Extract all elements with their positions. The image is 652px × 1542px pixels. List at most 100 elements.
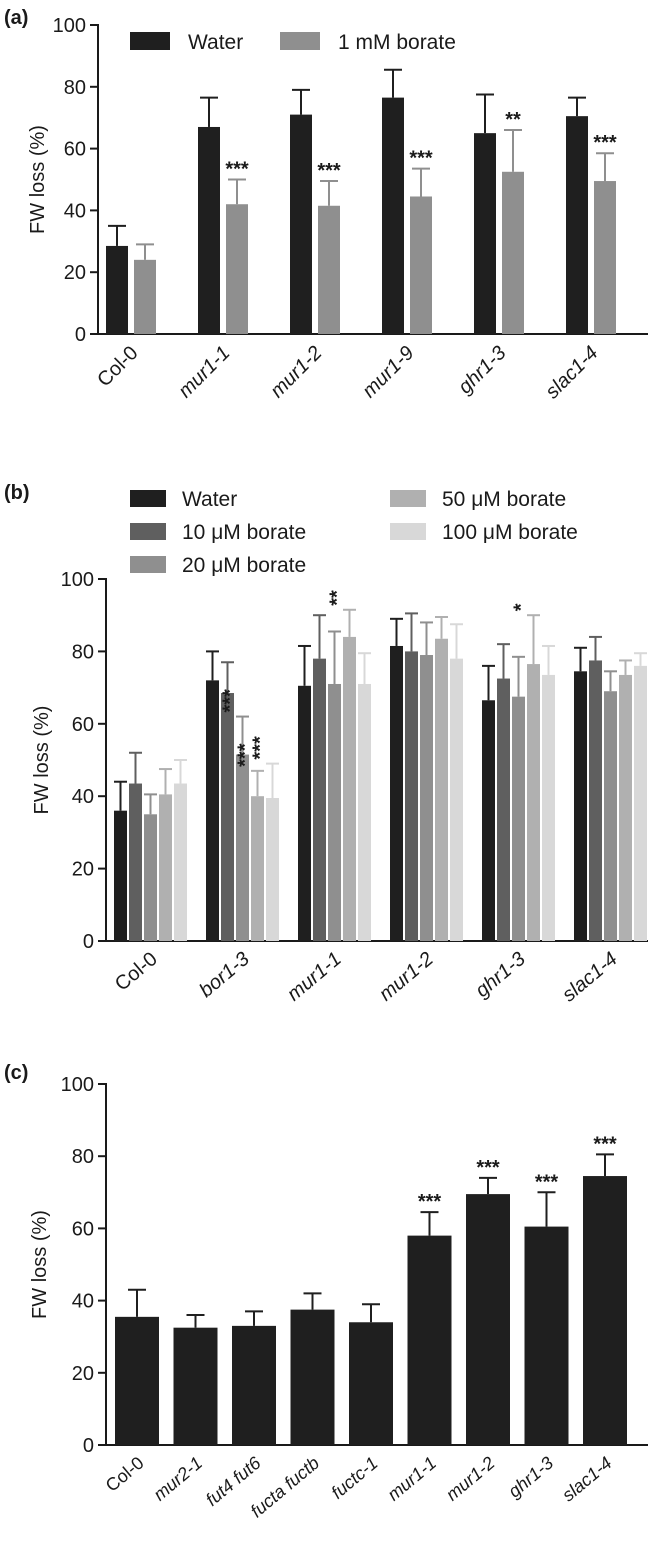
x-category-label: ghr1-3 [504, 1453, 557, 1502]
significance-marker: *** [235, 743, 257, 767]
bar [115, 1316, 159, 1445]
bar [502, 171, 524, 334]
bar [583, 1176, 627, 1445]
bar [604, 691, 617, 941]
significance-marker: * [511, 603, 533, 611]
y-tick-label: 60 [72, 1218, 94, 1240]
x-category-label: slac1-4 [541, 342, 602, 403]
x-category-label: mur1-2 [266, 342, 326, 402]
x-category-label: ghr1-3 [454, 342, 510, 398]
significance-marker: *** [476, 1157, 500, 1179]
bar [634, 665, 647, 941]
bar [358, 683, 371, 941]
y-tick-label: 20 [72, 859, 94, 881]
x-category-label: mur2-1 [150, 1453, 207, 1505]
bar [290, 114, 312, 334]
significance-marker: *** [593, 132, 617, 154]
y-tick-label: 0 [83, 1435, 94, 1457]
bar [405, 651, 418, 941]
legend-label: Water [182, 488, 237, 511]
bar [106, 245, 128, 334]
x-category-label: ghr1-3 [471, 948, 529, 1002]
bar [174, 783, 187, 941]
significance-marker: *** [225, 159, 249, 181]
bar [290, 1309, 335, 1445]
y-tick-label: 60 [72, 714, 94, 736]
bar [144, 814, 157, 941]
bar [232, 1325, 276, 1445]
x-category-label: slac1-4 [558, 1453, 615, 1506]
legend-label: 100 μM borate [442, 521, 578, 544]
x-category-label: bor1-3 [195, 948, 253, 1002]
bar [407, 1235, 452, 1445]
bar [236, 754, 249, 941]
bar [343, 636, 356, 941]
bar [566, 116, 588, 334]
chart-panel-b: (b)FW loss (%)020406080100Col-0*********… [4, 482, 648, 1006]
y-tick-label: 40 [72, 786, 94, 808]
significance-marker: *** [593, 1133, 617, 1155]
legend-swatch [280, 32, 320, 50]
legend-swatch [130, 490, 166, 507]
bar [527, 664, 540, 941]
bar [524, 1226, 569, 1445]
legend-swatch [130, 556, 166, 573]
x-category-label: mur1-1 [283, 948, 346, 1006]
legend-label: 50 μM borate [442, 488, 566, 511]
bar [198, 126, 220, 334]
bar [349, 1322, 393, 1445]
bar [542, 674, 555, 941]
bar [206, 680, 219, 941]
bar [266, 798, 279, 941]
y-tick-label: 20 [72, 1363, 94, 1385]
bar [382, 97, 404, 335]
legend-swatch [390, 523, 426, 540]
panel-label: (c) [4, 1062, 28, 1084]
legend-swatch [130, 523, 166, 540]
y-tick-label: 60 [64, 139, 86, 161]
x-category-label: fuctc-1 [327, 1453, 381, 1503]
bar [410, 196, 432, 334]
y-tick-label: 40 [64, 200, 86, 222]
significance-marker: *** [409, 148, 433, 170]
y-axis-label: FW loss (%) [27, 125, 49, 234]
y-tick-label: 100 [53, 15, 86, 37]
y-tick-label: 80 [72, 1146, 94, 1168]
bar [134, 259, 156, 334]
y-tick-label: 20 [64, 262, 86, 284]
y-tick-label: 0 [83, 931, 94, 953]
bar [594, 181, 616, 334]
bar [129, 783, 142, 941]
bar [251, 796, 264, 941]
bar [298, 685, 311, 941]
bar [497, 678, 510, 941]
y-tick-label: 100 [61, 569, 94, 591]
bar [574, 671, 587, 941]
bar [313, 658, 326, 941]
bar [159, 794, 172, 941]
bar [173, 1327, 218, 1445]
chart-panel-a: (a) FW loss (%) 0 20 40 60 80 100 Col-0 *** mur1-1… [4, 7, 648, 403]
x-category-label: mur1-9 [358, 342, 418, 402]
bar [420, 655, 433, 941]
y-tick-label: 40 [72, 1291, 94, 1313]
bar [328, 683, 341, 941]
legend-label: 10 μM borate [182, 521, 306, 544]
panel-label: (a) [4, 7, 28, 29]
significance-marker: ** [327, 590, 349, 606]
x-category-label: mur1-2 [375, 948, 438, 1006]
significance-marker: *** [317, 160, 341, 182]
bar [390, 645, 403, 941]
x-category-label: mur1-2 [442, 1453, 499, 1505]
x-category-label: mur1-1 [174, 342, 234, 402]
significance-marker: *** [535, 1171, 559, 1193]
bar [226, 204, 248, 334]
y-axis-label: FW loss (%) [31, 706, 53, 815]
x-category-label: mur1-1 [384, 1453, 441, 1505]
legend-label: 20 μM borate [182, 554, 306, 577]
y-tick-label: 0 [75, 324, 86, 346]
bar [619, 674, 632, 941]
y-tick-label: 80 [72, 641, 94, 663]
